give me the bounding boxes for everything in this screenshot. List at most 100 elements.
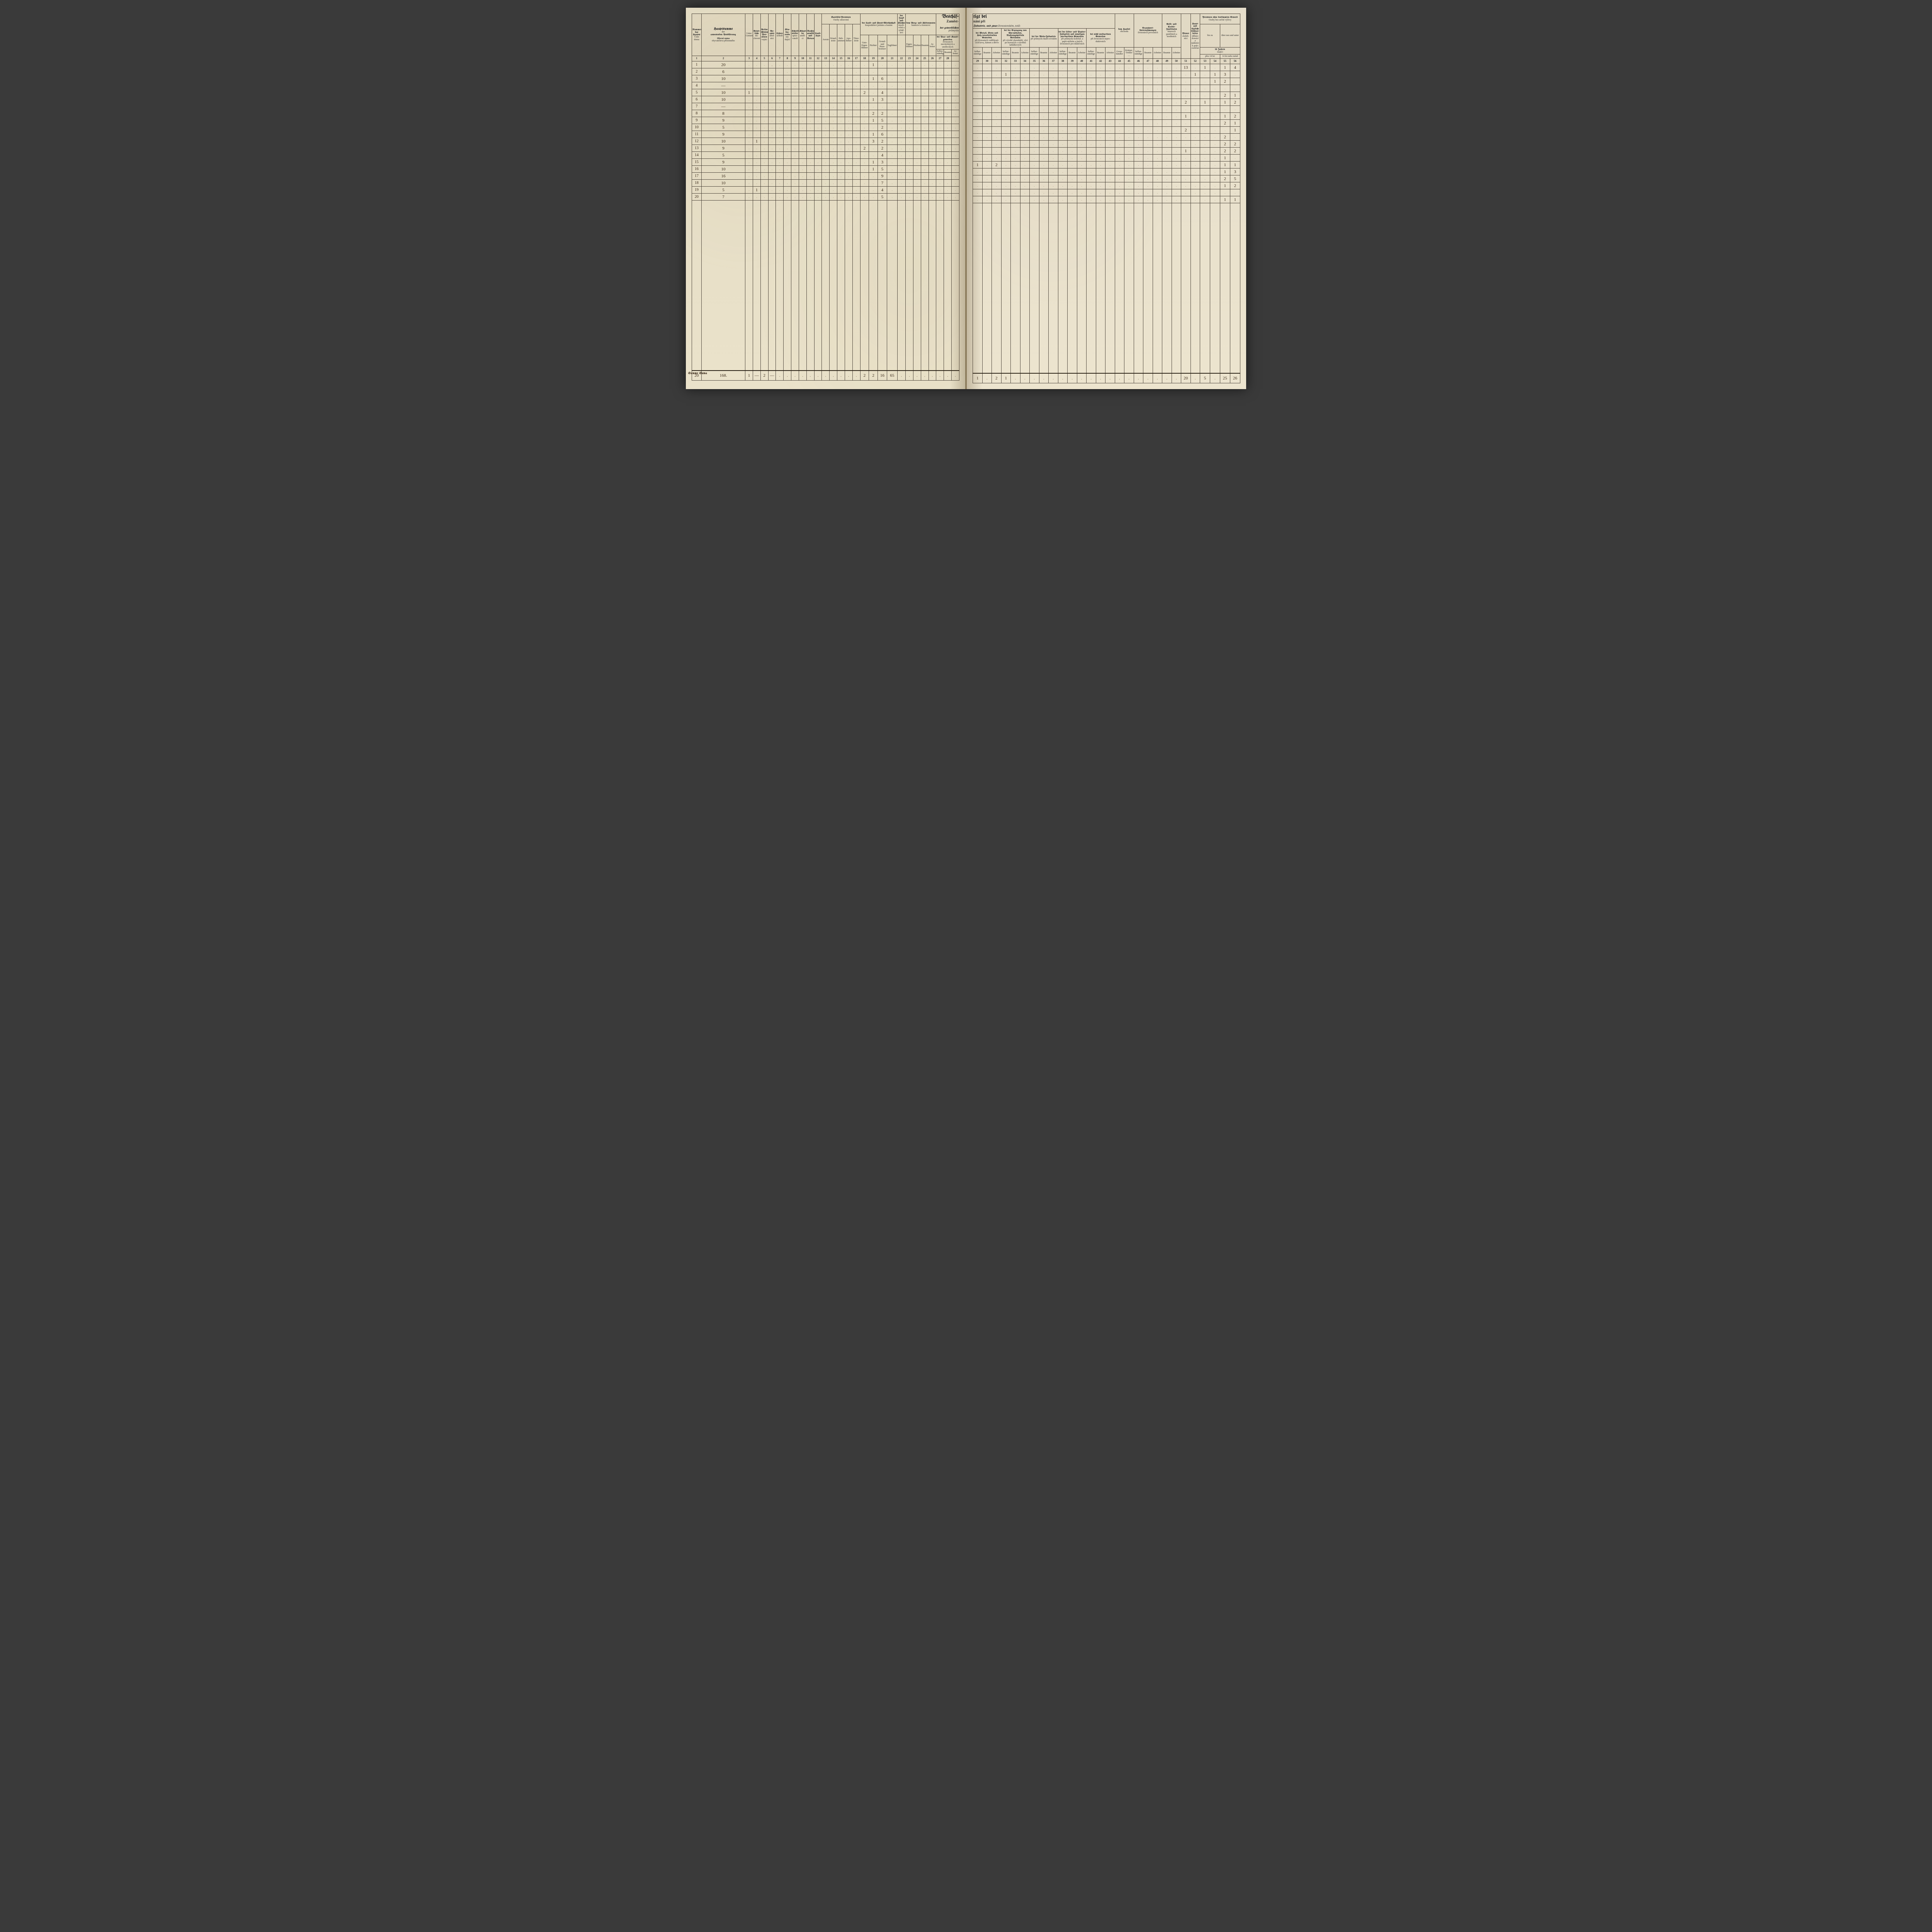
cell-empty: . xyxy=(992,141,1002,148)
cell-empty: . xyxy=(814,152,822,159)
cell-empty: . xyxy=(887,173,897,180)
cell-empty: . xyxy=(1030,175,1039,182)
colnum-49: 49 xyxy=(1162,59,1172,64)
cell-empty: . xyxy=(768,110,776,117)
cell-empty: . xyxy=(1210,85,1220,92)
cell-empty: . xyxy=(822,145,830,152)
cell-empty: . xyxy=(799,152,806,159)
colnum-20: 20 xyxy=(878,56,887,61)
cell-empty: . xyxy=(1172,113,1181,120)
cell-value: 1 xyxy=(1220,196,1230,203)
cell-empty: . xyxy=(845,187,852,194)
cell-empty: . xyxy=(1058,120,1068,127)
cell-empty: . xyxy=(1068,64,1077,71)
cell-empty: . xyxy=(837,124,845,131)
cell-empty: . xyxy=(1153,113,1162,120)
cell-empty: . xyxy=(1181,134,1191,141)
cell-empty: . xyxy=(1087,120,1096,127)
cell-value: 1 xyxy=(869,131,878,138)
cell-empty: . xyxy=(1030,182,1039,189)
cell-empty: . xyxy=(753,117,760,124)
cell-empty: . xyxy=(887,145,897,152)
cell-empty: . xyxy=(852,75,860,82)
cell-empty: . xyxy=(906,96,913,103)
cell-empty: . xyxy=(791,61,799,68)
cell-empty: . xyxy=(845,124,852,131)
colnum-34: 34 xyxy=(1020,59,1030,64)
cell-value: 1 xyxy=(869,61,878,68)
cell-empty: . xyxy=(936,96,944,103)
h-c13: Aerzte xyxy=(823,39,829,41)
table-row: ............................ xyxy=(973,106,1240,113)
cell-empty: . xyxy=(791,138,799,145)
cell-empty: . xyxy=(1105,162,1115,168)
cell-empty: . xyxy=(1162,92,1172,99)
cell-empty: . xyxy=(791,96,799,103)
total-cell: 65 xyxy=(887,371,897,381)
h-lf: der Land- und Forst-Wirthschaft xyxy=(862,22,896,24)
cell-empty: . xyxy=(906,194,913,201)
cell-empty: . xyxy=(852,159,860,166)
cell-empty: . xyxy=(852,110,860,117)
cell-empty: . xyxy=(1200,127,1210,134)
cell-empty: . xyxy=(745,117,753,124)
cell-empty: . xyxy=(1220,127,1230,134)
table-row: 88................22......... xyxy=(692,110,959,117)
cell-empty: . xyxy=(1200,175,1210,182)
cell-empty: . xyxy=(921,166,929,173)
cell-empty: . xyxy=(992,85,1002,92)
cell-empty: . xyxy=(1030,196,1039,203)
cell-empty: . xyxy=(814,124,822,131)
cell-empty: . xyxy=(952,75,959,82)
cell-empty: . xyxy=(745,110,753,117)
cell-empty: . xyxy=(1200,71,1210,78)
h-c12: Land-ärzte xyxy=(815,32,821,37)
cell-empty: . xyxy=(1001,189,1011,196)
cell-empty: . xyxy=(1020,64,1030,71)
cell-empty: . xyxy=(768,89,776,96)
cell-empty: . xyxy=(1058,78,1068,85)
cell-empty: . xyxy=(1011,71,1020,78)
cell-empty: . xyxy=(1115,189,1124,196)
table-row: ..........................12 xyxy=(973,182,1240,189)
cell-empty: . xyxy=(837,180,845,187)
cell-empty: . xyxy=(992,168,1002,175)
cell-empty: . xyxy=(791,89,799,96)
cell-empty: . xyxy=(1124,64,1134,71)
cell-empty: . xyxy=(822,103,830,110)
cell-empty: . xyxy=(814,187,822,194)
h-gc1b: Selbst-ständige xyxy=(1002,51,1010,55)
cell-empty: . xyxy=(887,159,897,166)
cell-empty: . xyxy=(887,110,897,117)
cell-empty: . xyxy=(1143,127,1153,134)
cell-empty: . xyxy=(1087,175,1096,182)
cell-empty: . xyxy=(1049,127,1058,134)
cell-empty: . xyxy=(1210,113,1220,120)
cell-value: 1 xyxy=(1220,168,1230,175)
cell-empty: . xyxy=(1077,196,1087,203)
row-sum: 10 xyxy=(701,89,745,96)
cell-empty: . xyxy=(1039,71,1049,78)
cell-empty: . xyxy=(745,180,753,187)
cell-empty: . xyxy=(1162,168,1172,175)
cell-empty: . xyxy=(1134,189,1143,196)
cell-empty: . xyxy=(929,187,936,194)
cell-value: 4 xyxy=(878,152,887,159)
cell-empty: . xyxy=(1181,92,1191,99)
h-g11e: 14 let nebo méně xyxy=(1222,55,1238,58)
cell-empty: . xyxy=(897,173,905,180)
cell-empty: . xyxy=(1143,155,1153,162)
cell-empty: . xyxy=(860,166,869,173)
colnum-12: 12 xyxy=(814,56,822,61)
table-row: ......................1...22 xyxy=(973,148,1240,155)
cell-empty: . xyxy=(814,131,822,138)
colnum-47: 47 xyxy=(1143,59,1153,64)
cell-empty: . xyxy=(1210,134,1220,141)
cell-empty: . xyxy=(745,138,753,145)
cell-empty: . xyxy=(1030,106,1039,113)
cell-empty: . xyxy=(1162,155,1172,162)
cell-empty: . xyxy=(822,180,830,187)
cell-empty: . xyxy=(1087,155,1096,162)
right-colnum-row: 2930313233343536373839404142434445464748… xyxy=(973,59,1240,64)
cell-empty: . xyxy=(952,180,959,187)
